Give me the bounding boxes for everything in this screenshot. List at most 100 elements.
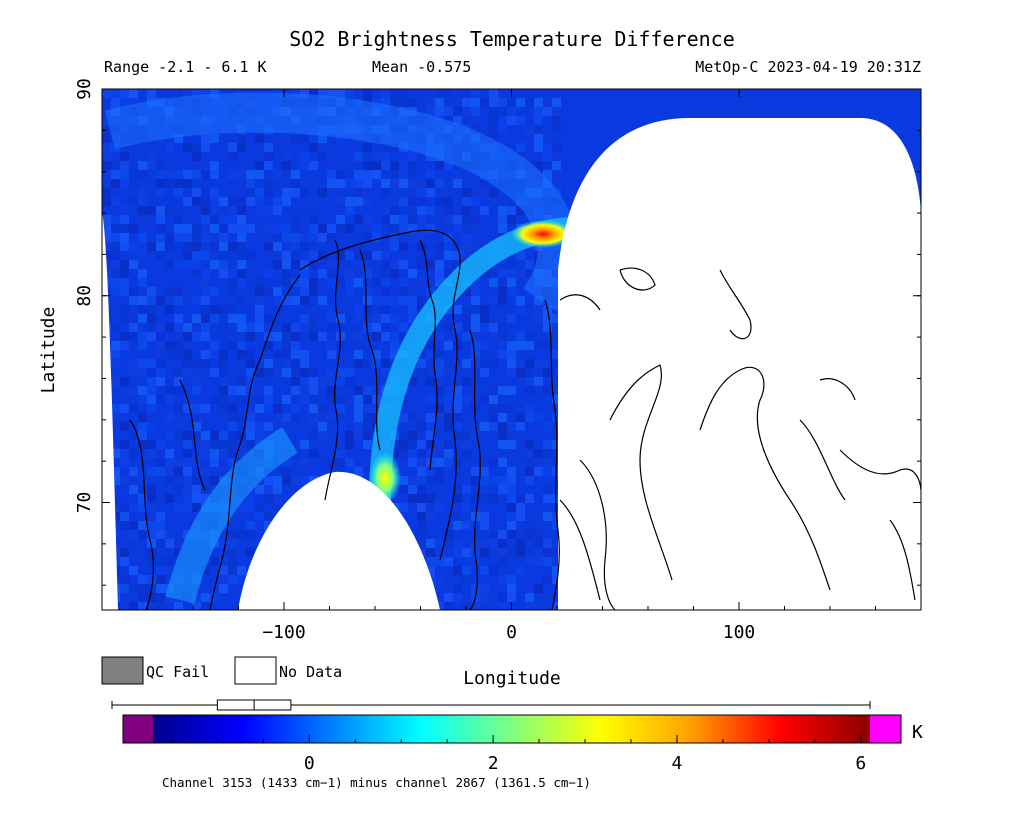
- data-cell: [174, 377, 183, 386]
- data-cell: [111, 359, 120, 368]
- data-cell: [417, 458, 426, 467]
- data-cell: [246, 530, 255, 539]
- data-cell: [363, 179, 372, 188]
- data-cell: [381, 269, 390, 278]
- data-cell: [516, 422, 525, 431]
- data-cell: [237, 143, 246, 152]
- data-cell: [192, 422, 201, 431]
- data-cell: [552, 521, 561, 530]
- data-cell: [408, 152, 417, 161]
- data-cell: [534, 143, 543, 152]
- data-cell: [534, 377, 543, 386]
- data-cell: [426, 260, 435, 269]
- data-cell: [435, 107, 444, 116]
- data-cell: [201, 161, 210, 170]
- data-cell: [237, 215, 246, 224]
- no-data-swatch: [234, 656, 277, 685]
- data-cell: [318, 269, 327, 278]
- data-cell: [129, 521, 138, 530]
- data-cell: [327, 413, 336, 422]
- data-cell: [120, 170, 129, 179]
- data-cell: [336, 89, 345, 98]
- data-cell: [156, 440, 165, 449]
- data-cell: [201, 359, 210, 368]
- data-cell: [354, 188, 363, 197]
- data-cell: [552, 107, 561, 116]
- data-cell: [237, 530, 246, 539]
- data-cell: [363, 359, 372, 368]
- data-cell: [453, 386, 462, 395]
- data-cell: [399, 197, 408, 206]
- data-cell: [435, 251, 444, 260]
- data-cell: [552, 125, 561, 134]
- data-cell: [192, 197, 201, 206]
- data-cell: [534, 530, 543, 539]
- data-cell: [435, 368, 444, 377]
- data-cell: [228, 575, 237, 584]
- data-cell: [417, 206, 426, 215]
- data-cell: [129, 530, 138, 539]
- data-cell: [489, 386, 498, 395]
- data-cell: [408, 161, 417, 170]
- data-cell: [462, 197, 471, 206]
- data-cell: [363, 89, 372, 98]
- data-cell: [174, 548, 183, 557]
- data-cell: [219, 368, 228, 377]
- data-cell: [282, 359, 291, 368]
- data-cell: [174, 287, 183, 296]
- data-cell: [444, 395, 453, 404]
- data-cell: [120, 449, 129, 458]
- data-cell: [111, 98, 120, 107]
- data-cell: [498, 332, 507, 341]
- data-cell: [327, 323, 336, 332]
- data-cell: [471, 314, 480, 323]
- data-cell: [453, 305, 462, 314]
- data-cell: [462, 251, 471, 260]
- data-cell: [471, 584, 480, 593]
- data-cell: [237, 251, 246, 260]
- data-cell: [300, 188, 309, 197]
- data-cell: [471, 602, 480, 610]
- data-cell: [210, 134, 219, 143]
- data-cell: [408, 377, 417, 386]
- data-cell: [381, 278, 390, 287]
- data-cell: [147, 593, 156, 602]
- data-cell: [516, 539, 525, 548]
- data-cell: [498, 440, 507, 449]
- data-cell: [156, 188, 165, 197]
- data-cell: [165, 566, 174, 575]
- data-cell: [534, 539, 543, 548]
- data-cell: [363, 296, 372, 305]
- data-cell: [237, 413, 246, 422]
- data-cell: [291, 359, 300, 368]
- data-cell: [138, 161, 147, 170]
- data-cell: [300, 278, 309, 287]
- data-cell: [462, 431, 471, 440]
- data-cell: [210, 197, 219, 206]
- data-cell: [174, 404, 183, 413]
- data-cell: [165, 296, 174, 305]
- data-cell: [228, 224, 237, 233]
- data-cell: [399, 161, 408, 170]
- data-cell: [462, 395, 471, 404]
- data-cell: [372, 314, 381, 323]
- data-cell: [111, 503, 120, 512]
- data-cell: [183, 260, 192, 269]
- data-cell: [489, 404, 498, 413]
- data-cell: [192, 485, 201, 494]
- data-cell: [516, 368, 525, 377]
- data-cell: [183, 251, 192, 260]
- data-cell: [426, 476, 435, 485]
- data-cell: [345, 179, 354, 188]
- data-cell: [372, 98, 381, 107]
- data-cell: [129, 566, 138, 575]
- data-cell: [264, 314, 273, 323]
- data-cell: [273, 242, 282, 251]
- data-cell: [453, 593, 462, 602]
- data-cell: [165, 530, 174, 539]
- data-cell: [516, 98, 525, 107]
- data-cell: [444, 602, 453, 610]
- data-cell: [381, 179, 390, 188]
- data-cell: [210, 305, 219, 314]
